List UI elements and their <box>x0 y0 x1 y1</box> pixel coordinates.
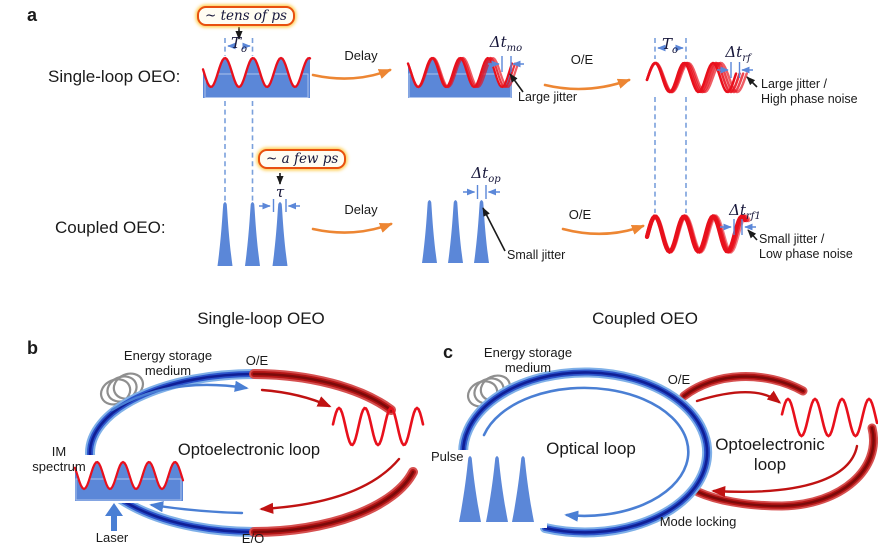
panel-c-label: c <box>443 342 454 362</box>
delay-arrow-1 <box>311 68 392 80</box>
row2-rf-meas-label: Δtrf1 <box>729 201 761 222</box>
panel-b-title: Single-loop OEO <box>197 309 325 328</box>
row2-title: Coupled OEO: <box>55 218 166 237</box>
row1-period2-label: To <box>661 35 679 56</box>
loop-arrow-red-top <box>260 388 332 408</box>
panel-b-art <box>73 369 425 537</box>
oe-arrow-2 <box>561 224 645 236</box>
pulse <box>474 200 489 263</box>
rf-output-sine <box>331 406 425 447</box>
im-spectrum-waveform <box>73 460 185 501</box>
row2-tau-label: τ <box>275 183 285 201</box>
pulse-train-optical <box>459 456 534 522</box>
panel-c-energy-storage-label: Energy storage medium <box>483 345 573 375</box>
waveform-delayed-jitter <box>406 56 520 98</box>
row1-jitter-meas-label: Δtmo <box>489 33 523 54</box>
row2-annotation-box: ~ a few ps <box>258 149 347 169</box>
row1-delay-label: Delay <box>344 48 378 63</box>
pointer-arrow <box>746 76 758 88</box>
loop-arrow-red-bottom <box>259 457 401 514</box>
row1-title: Single-loop OEO: <box>48 67 181 86</box>
row1-period-label: To <box>230 34 248 55</box>
pulse <box>272 202 288 266</box>
pulse-train-coupled <box>217 202 288 266</box>
panel-c-oeo-loop-label: Optoelectronic loop <box>715 435 825 474</box>
pointer-arrow <box>509 73 524 93</box>
panel-b-loop-label: Optoelectronic loop <box>177 441 321 459</box>
waveform-rf-small-jitter <box>644 214 751 254</box>
oeo-loop-arrow-bottom <box>711 444 859 498</box>
delay-arrow-2 <box>311 222 393 234</box>
pulse <box>459 456 481 522</box>
laser-arrow <box>105 503 123 531</box>
panel-c-pulse-label: Pulse <box>431 449 464 464</box>
panel-b-laser-label: Laser <box>95 530 129 545</box>
panel-c-optical-loop-label: Optical loop <box>546 439 636 458</box>
row1-result-note: Large jitter / High phase noise <box>761 77 858 106</box>
row2-oe-label: O/E <box>568 207 592 222</box>
panel-b-energy-storage-label: Energy storage medium <box>123 348 213 378</box>
pointer-arrow <box>482 207 506 252</box>
waveform-rf-large-jitter <box>645 61 748 94</box>
oe-arrow-1 <box>543 78 631 91</box>
row1-annotation-box: ~ tens of ps <box>197 6 295 26</box>
row1-oe-label: O/E <box>570 52 594 67</box>
rf-output-sine <box>780 397 878 438</box>
optical-loop-arrow <box>482 386 690 522</box>
pulse <box>217 202 233 266</box>
pulse <box>512 456 534 522</box>
panel-b-eo-label: E/O <box>241 531 265 546</box>
panel-a-label: a <box>27 5 38 25</box>
panel-c-art <box>449 367 878 538</box>
row2-jitter-note: Small jitter <box>507 248 566 262</box>
panel-c-title: Coupled OEO <box>592 309 698 328</box>
panel-b-im-spectrum-label: IM spectrum <box>32 444 86 474</box>
row2-result-note: Small jitter / Low phase noise <box>759 232 853 261</box>
waveform-single-loop <box>201 56 312 98</box>
pulse <box>422 200 437 263</box>
pulse-train-delayed <box>422 200 489 263</box>
pulse <box>245 202 260 266</box>
loop-arrow-blue-bottom <box>149 501 244 515</box>
panel-b-oe-label: O/E <box>245 353 269 368</box>
row2-delay-label: Delay <box>344 202 378 217</box>
pointer-arrow <box>747 229 758 241</box>
loop-arrow-blue-top <box>110 380 249 412</box>
row1-jitter-note: Large jitter <box>518 90 578 104</box>
panel-b-label: b <box>27 338 38 358</box>
oeo-loop-arrow-top <box>695 390 782 404</box>
panel-a-art <box>201 27 758 266</box>
pulse <box>448 200 463 263</box>
panel-c-oe-label: O/E <box>667 372 691 387</box>
row2-jitter-meas-label: Δtop <box>471 164 501 185</box>
panel-c-mode-locking-label: Mode locking <box>659 514 737 529</box>
pulse <box>486 456 508 522</box>
row1-rf-meas-label: Δtrf <box>725 43 751 64</box>
